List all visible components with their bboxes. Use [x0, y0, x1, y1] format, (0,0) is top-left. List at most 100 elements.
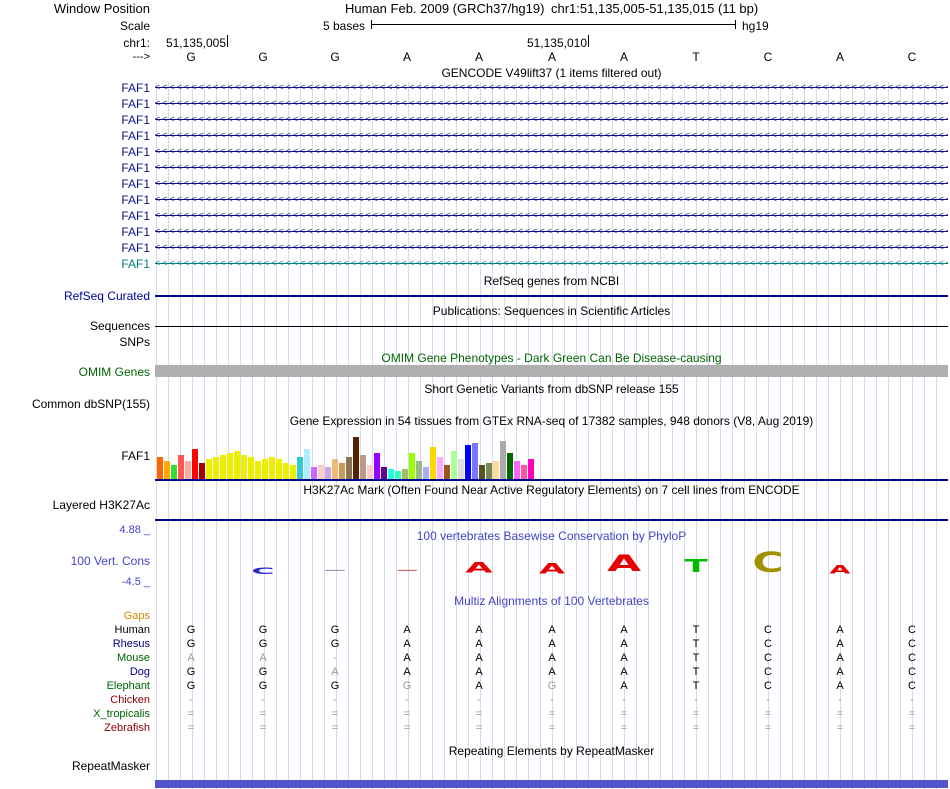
transcript-line[interactable]: <<<<<<<<<<<<<<<<<<<<<<<<<<<<<<<<<<<<<<<<… [155, 176, 948, 192]
sequences-item[interactable] [155, 326, 948, 327]
alignment-base: G [547, 680, 557, 692]
transcript-line[interactable]: <<<<<<<<<<<<<<<<<<<<<<<<<<<<<<<<<<<<<<<<… [155, 256, 948, 272]
species-label[interactable]: X_tropicalis [93, 708, 150, 720]
alignment-row-x_tropicalis[interactable]: X_tropicalis = = = = = = = = = = = [0, 707, 950, 721]
transcript-label[interactable]: FAF1 [121, 113, 150, 127]
alignment-row-zebrafish[interactable]: Zebrafish = = = = = = = = = = = [0, 721, 950, 735]
conservation-letter: — [324, 566, 346, 576]
transcript-line[interactable]: <<<<<<<<<<<<<<<<<<<<<<<<<<<<<<<<<<<<<<<<… [155, 240, 948, 256]
alignment-base: C [908, 652, 916, 664]
species-label[interactable]: Rhesus [112, 638, 150, 650]
gtex-gene-label[interactable]: FAF1 [121, 449, 150, 463]
repeatmasker-label[interactable]: RepeatMasker [71, 759, 150, 773]
omim-gene-item[interactable] [155, 365, 948, 377]
alignment-base: T [692, 680, 700, 692]
transcript-label[interactable]: FAF1 [121, 209, 150, 223]
transcript-label[interactable]: FAF1 [121, 257, 150, 271]
transcript-label[interactable]: FAF1 [121, 177, 150, 191]
gtex-bar [213, 457, 219, 479]
alignment-row-dog[interactable]: Dog G G A A A A A T C A C [0, 665, 950, 679]
alignment-row-rhesus[interactable]: Rhesus G G G A A A A T C A C [0, 637, 950, 651]
alignment-base: = [836, 722, 844, 734]
transcript-row[interactable]: FAF1 <<<<<<<<<<<<<<<<<<<<<<<<<<<<<<<<<<<<… [0, 192, 950, 208]
transcript-label[interactable]: FAF1 [121, 241, 150, 255]
transcript-line[interactable]: <<<<<<<<<<<<<<<<<<<<<<<<<<<<<<<<<<<<<<<<… [155, 224, 948, 240]
gtex-bar [409, 453, 415, 479]
alignment-row-chicken[interactable]: Chicken - - - - - - - - - - - [0, 693, 950, 707]
transcript-line[interactable]: <<<<<<<<<<<<<<<<<<<<<<<<<<<<<<<<<<<<<<<<… [155, 144, 948, 160]
alignment-base: A [836, 680, 844, 692]
transcript-label[interactable]: FAF1 [121, 97, 150, 111]
gtex-bar [374, 453, 380, 479]
gtex-bar [430, 447, 436, 479]
gtex-bar [318, 465, 324, 479]
transcript-line[interactable]: <<<<<<<<<<<<<<<<<<<<<<<<<<<<<<<<<<<<<<<<… [155, 128, 948, 144]
transcript-line[interactable]: <<<<<<<<<<<<<<<<<<<<<<<<<<<<<<<<<<<<<<<<… [155, 208, 948, 224]
transcript-line[interactable]: <<<<<<<<<<<<<<<<<<<<<<<<<<<<<<<<<<<<<<<<… [155, 112, 948, 128]
alignment-base: - [550, 694, 554, 706]
gtex-track-title: Gene Expression in 54 tissues from GTEx … [289, 414, 814, 428]
gtex-bar [458, 459, 464, 479]
transcript-line[interactable]: <<<<<<<<<<<<<<<<<<<<<<<<<<<<<<<<<<<<<<<<… [155, 192, 948, 208]
species-label[interactable]: Zebrafish [104, 722, 150, 734]
alignment-base: G [186, 638, 196, 650]
transcript-row[interactable]: FAF1 <<<<<<<<<<<<<<<<<<<<<<<<<<<<<<<<<<<<… [0, 128, 950, 144]
gtex-bar [479, 465, 485, 479]
species-label[interactable]: Elephant [106, 680, 150, 692]
alignment-base: C [908, 666, 916, 678]
transcript-row[interactable]: FAF1 <<<<<<<<<<<<<<<<<<<<<<<<<<<<<<<<<<<<… [0, 256, 950, 272]
transcript-row[interactable]: FAF1 <<<<<<<<<<<<<<<<<<<<<<<<<<<<<<<<<<<<… [0, 160, 950, 176]
snps-label[interactable]: SNPs [119, 335, 150, 349]
transcript-label[interactable]: FAF1 [121, 161, 150, 175]
conservation-logo[interactable]: C — — A A A T C A [0, 528, 950, 578]
transcript-label[interactable]: FAF1 [121, 193, 150, 207]
gtex-baseline [155, 479, 948, 481]
transcript-row[interactable]: FAF1 <<<<<<<<<<<<<<<<<<<<<<<<<<<<<<<<<<<<… [0, 208, 950, 224]
transcript-label[interactable]: FAF1 [121, 145, 150, 159]
transcript-line[interactable]: <<<<<<<<<<<<<<<<<<<<<<<<<<<<<<<<<<<<<<<<… [155, 160, 948, 176]
species-label[interactable]: Chicken [110, 694, 150, 706]
transcript-line[interactable]: <<<<<<<<<<<<<<<<<<<<<<<<<<<<<<<<<<<<<<<<… [155, 80, 948, 96]
bottom-track-bar[interactable] [155, 780, 948, 788]
transcript-row[interactable]: FAF1 <<<<<<<<<<<<<<<<<<<<<<<<<<<<<<<<<<<<… [0, 96, 950, 112]
species-label[interactable]: Human [114, 624, 150, 636]
alignment-row-mouse[interactable]: Mouse A A - A A A A T C A C [0, 651, 950, 665]
transcript-row[interactable]: FAF1 <<<<<<<<<<<<<<<<<<<<<<<<<<<<<<<<<<<<… [0, 240, 950, 256]
alignment-base: A [620, 638, 628, 650]
transcript-row[interactable]: FAF1 <<<<<<<<<<<<<<<<<<<<<<<<<<<<<<<<<<<<… [0, 144, 950, 160]
refseq-curated-item[interactable] [155, 295, 948, 297]
conservation-label[interactable]: 100 Vert. Cons [70, 554, 150, 568]
refseq-curated-label[interactable]: RefSeq Curated [63, 289, 150, 303]
alignment-base: C [764, 652, 772, 664]
layered-h3k27ac-label[interactable]: Layered H3K27Ac [52, 498, 150, 512]
conservation-letter: A [538, 559, 566, 577]
transcript-label[interactable]: FAF1 [121, 225, 150, 239]
species-label[interactable]: Dog [129, 666, 150, 678]
gtex-bar [416, 461, 422, 479]
gtex-bar [206, 459, 212, 479]
gtex-bar [486, 463, 492, 479]
alignment-row-elephant[interactable]: Elephant G G G G A G A T C A C [0, 679, 950, 693]
transcript-row[interactable]: FAF1 <<<<<<<<<<<<<<<<<<<<<<<<<<<<<<<<<<<<… [0, 224, 950, 240]
sequences-label[interactable]: Sequences [89, 319, 150, 333]
transcript-label[interactable]: FAF1 [121, 129, 150, 143]
gtex-bar [500, 441, 506, 479]
transcript-row[interactable]: FAF1 <<<<<<<<<<<<<<<<<<<<<<<<<<<<<<<<<<<<… [0, 176, 950, 192]
alignment-base: G [258, 666, 268, 678]
base-letter: A [835, 50, 845, 64]
alignment-row-human[interactable]: Human G G G A A A A T C A C [0, 623, 950, 637]
transcript-label[interactable]: FAF1 [121, 81, 150, 95]
species-label[interactable]: Mouse [116, 652, 150, 664]
gtex-bar [262, 459, 268, 479]
transcript-row[interactable]: FAF1 <<<<<<<<<<<<<<<<<<<<<<<<<<<<<<<<<<<<… [0, 112, 950, 128]
common-dbsnp-label[interactable]: Common dbSNP(155) [31, 397, 150, 411]
base-letter: T [692, 50, 700, 64]
gtex-expression-bars[interactable] [157, 437, 697, 479]
omim-genes-label[interactable]: OMIM Genes [78, 365, 150, 379]
transcript-row[interactable]: FAF1 <<<<<<<<<<<<<<<<<<<<<<<<<<<<<<<<<<<<… [0, 80, 950, 96]
alignment-base: G [186, 680, 196, 692]
transcript-line[interactable]: <<<<<<<<<<<<<<<<<<<<<<<<<<<<<<<<<<<<<<<<… [155, 96, 948, 112]
gtex-bar [493, 461, 499, 479]
alignment-base: T [692, 652, 700, 664]
conservation-letter: — [396, 566, 418, 576]
